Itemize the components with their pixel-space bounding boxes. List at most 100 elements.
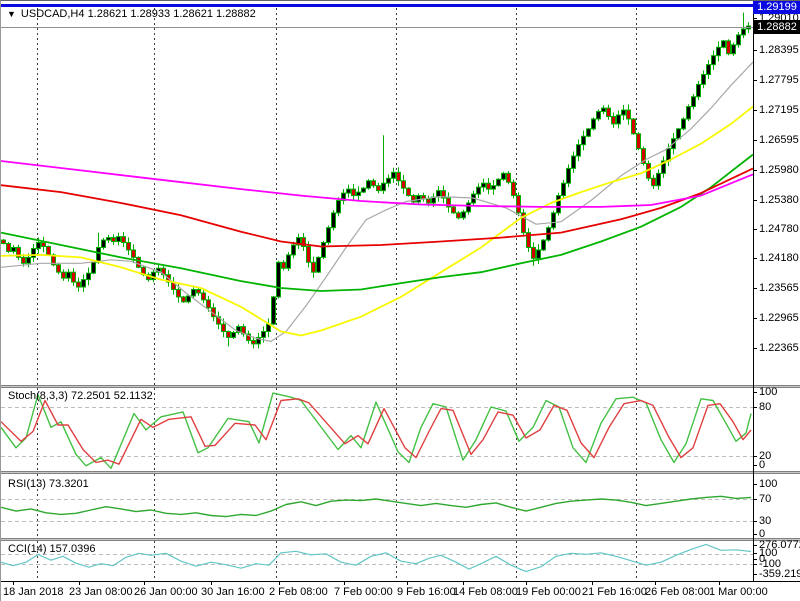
bull-candle-body bbox=[496, 178, 501, 187]
bear-candle-body bbox=[201, 292, 206, 301]
rsi-indicator-label: RSI(13) 73.3201 bbox=[8, 478, 89, 490]
time-axis-label: 26 Jan 00:00 bbox=[134, 586, 198, 598]
frame-layer bbox=[1, 1, 800, 585]
time-axis-label: 1 Mar 00:00 bbox=[709, 586, 768, 598]
cci-indicator-label: CCI(14) 157.0396 bbox=[8, 543, 96, 555]
price-axis-label: 1.25980 bbox=[759, 164, 799, 176]
bear-candle-body bbox=[71, 271, 76, 283]
bear-candle-body bbox=[411, 195, 416, 203]
bear-candle-body bbox=[41, 242, 46, 247]
bull-candle-body bbox=[616, 114, 621, 125]
rsi-axis-label: 70 bbox=[759, 493, 772, 505]
bear-candle-body bbox=[486, 182, 491, 190]
pane-separator bbox=[1, 471, 800, 474]
bull-candle-body bbox=[466, 202, 471, 213]
time-axis-label: 23 Jan 08:00 bbox=[69, 586, 133, 598]
bull-candle-body bbox=[346, 188, 351, 194]
ma-magenta bbox=[1, 160, 754, 208]
bull-candle-body bbox=[321, 242, 326, 258]
bull-candle-body bbox=[621, 109, 626, 116]
rsi-line bbox=[1, 495, 752, 518]
cci-line bbox=[1, 543, 752, 573]
bear-candle-body bbox=[226, 331, 231, 338]
bear-candle-body bbox=[401, 180, 406, 189]
bull-candle-body bbox=[106, 237, 111, 241]
bull-candle-body bbox=[366, 180, 371, 189]
bear-candle-body bbox=[16, 246, 21, 258]
bull-candle-body bbox=[326, 227, 331, 244]
bull-candle-body bbox=[581, 135, 586, 146]
bull-candle-body bbox=[571, 155, 576, 169]
bull-candle-body bbox=[701, 73, 706, 85]
bear-candle-body bbox=[61, 271, 66, 279]
symbol-dropdown-icon[interactable]: ▼ bbox=[7, 9, 16, 19]
bear-candle-body bbox=[636, 133, 641, 150]
time-axis-label: 21 Feb 16:00 bbox=[582, 586, 647, 598]
bull-candle-body bbox=[231, 332, 236, 338]
price-axis-label: 1.25380 bbox=[759, 194, 799, 206]
bear-candle-body bbox=[301, 237, 306, 247]
bull-candle-body bbox=[256, 336, 261, 345]
grid-layer bbox=[37, 8, 637, 579]
bull-candle-body bbox=[96, 246, 101, 263]
bear-candle-body bbox=[136, 256, 141, 268]
bull-candle-body bbox=[686, 106, 691, 120]
price-axis-label: 1.28395 bbox=[759, 44, 799, 56]
bull-candle-body bbox=[681, 118, 686, 130]
bear-candle-body bbox=[246, 333, 251, 341]
bull-candle-body bbox=[716, 46, 721, 57]
price-axis-label: 1.26595 bbox=[759, 134, 799, 146]
bull-candle-body bbox=[711, 55, 716, 66]
horizontal-line-1-29199 bbox=[1, 4, 800, 7]
bear-candle-body bbox=[606, 107, 611, 117]
bear-candle-body bbox=[6, 243, 11, 252]
ma-green bbox=[1, 153, 754, 292]
time-axis-label: 26 Feb 08:00 bbox=[645, 586, 710, 598]
rsi-axis-label: 0 bbox=[759, 528, 766, 540]
bull-candle-body bbox=[261, 331, 266, 338]
bull-candle-body bbox=[481, 182, 486, 188]
bear-candle-body bbox=[221, 323, 226, 333]
bull-candle-body bbox=[271, 296, 276, 325]
bull-candle-body bbox=[706, 64, 711, 75]
bull-candle-body bbox=[576, 144, 581, 157]
bear-candle-body bbox=[306, 245, 311, 263]
rsi-axis-label: 30 bbox=[759, 515, 772, 527]
cci-axis-label: 276.0772 bbox=[759, 539, 800, 551]
bear-candle-body bbox=[631, 118, 636, 135]
bear-candle-body bbox=[281, 261, 286, 269]
bull-candle-body bbox=[11, 246, 16, 252]
bull-candle-body bbox=[676, 128, 681, 140]
bull-candle-body bbox=[491, 185, 496, 190]
stoch-axis-label: 80 bbox=[759, 401, 772, 413]
bear-candle-body bbox=[311, 261, 316, 273]
bull-candle-body bbox=[721, 40, 726, 48]
time-axis-label: 18 Jan 2018 bbox=[3, 586, 64, 598]
bull-candle-body bbox=[356, 191, 361, 197]
bear-candle-body bbox=[46, 245, 51, 256]
bull-candle-body bbox=[731, 44, 736, 55]
hline-price-tag: 1.29199 bbox=[753, 1, 800, 14]
bear-candle-body bbox=[506, 172, 511, 183]
bear-candle-body bbox=[626, 109, 631, 120]
bear-candle-body bbox=[76, 281, 81, 288]
bear-candle-body bbox=[531, 246, 536, 259]
bull-candle-body bbox=[31, 247, 36, 258]
current-price-tag: 1.28882 bbox=[753, 20, 800, 34]
bull-candle-body bbox=[566, 167, 571, 184]
bull-candle-body bbox=[586, 128, 591, 137]
ma-gray bbox=[1, 61, 754, 342]
symbol-title: ▼ USDCAD,H4 1.28621 1.28933 1.28621 1.288… bbox=[7, 8, 256, 20]
cci-axis-label: 100 bbox=[759, 547, 778, 559]
stoch-axis-label: 100 bbox=[759, 386, 778, 398]
bull-candle-body bbox=[381, 182, 386, 192]
bull-candle-body bbox=[416, 195, 421, 203]
pane-separator bbox=[1, 385, 800, 388]
price-axis-label: 1.27195 bbox=[759, 104, 799, 116]
bear-candle-body bbox=[451, 206, 456, 214]
candles-layer bbox=[1, 12, 751, 349]
bull-candle-body bbox=[741, 28, 746, 36]
bear-candle-body bbox=[351, 188, 356, 197]
bear-candle-body bbox=[641, 148, 646, 164]
